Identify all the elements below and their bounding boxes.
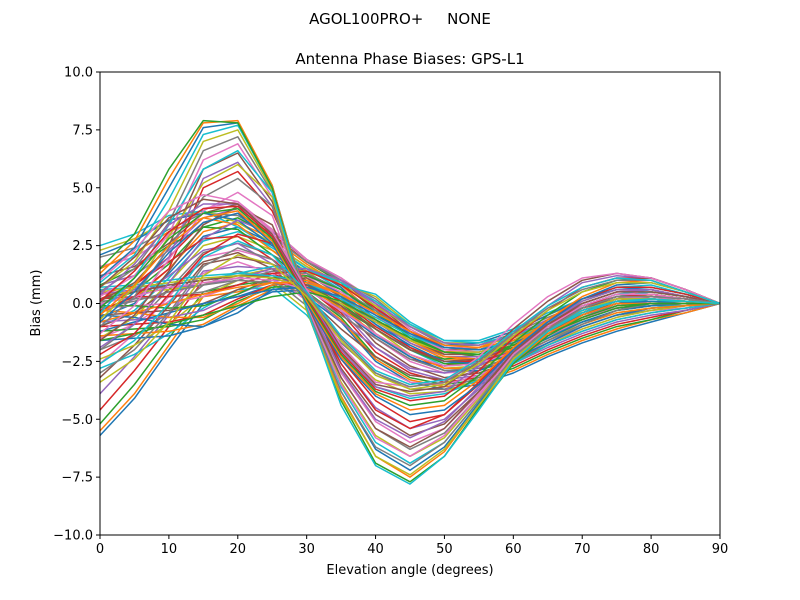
y-axis-title: Bias (mm) [29,270,44,337]
series-lines [99,119,721,485]
series-line-65 [99,219,721,439]
series-line-30 [99,286,721,400]
x-axis-ticks: 0 10 20 30 40 50 60 70 80 90 [96,535,728,557]
x-tick-label: 80 [643,542,660,557]
x-tick-label: 0 [96,542,104,557]
figure-suptitle: AGOL100PRO+ NONE [309,10,491,28]
y-tick-label: −7.5 [61,471,93,486]
series-line-80 [99,240,721,386]
series-line-78 [99,247,721,388]
y-tick-label: 0.0 [72,297,93,312]
y-tick-label: −10.0 [53,529,93,544]
x-tick-label: 40 [367,542,384,557]
y-tick-label: −2.5 [61,355,93,370]
y-axis-ticks: −10.0 −7.5 −5.0 −2.5 0.0 2.5 5.0 7.5 10.0 [53,66,100,544]
x-axis-title: Elevation angle (degrees) [326,563,493,578]
series-line-71 [99,212,721,416]
series-line-63 [99,119,720,483]
series-line-79 [99,254,721,390]
y-tick-label: 2.5 [72,239,93,254]
series-line-66 [99,205,721,448]
series-line-69 [99,163,721,476]
series-line-53 [99,291,720,356]
series-line-5 [99,265,721,395]
y-tick-label: −5.0 [61,413,93,428]
chart-title: Antenna Phase Biases: GPS-L1 [295,50,524,68]
x-tick-label: 30 [298,542,315,557]
series-line-48 [99,279,720,372]
series-line-70 [99,149,721,485]
y-tick-label: 5.0 [72,181,93,196]
y-tick-label: 7.5 [72,123,93,138]
series-line-64 [99,233,721,430]
x-tick-label: 10 [161,542,178,557]
x-tick-label: 20 [230,542,247,557]
series-line-67 [99,191,721,458]
y-tick-label: 10.0 [64,66,93,81]
plot-frame [99,71,721,536]
series-line-75 [99,203,721,397]
x-tick-label: 90 [712,542,729,557]
series-line-62 [99,119,720,478]
series-line-68 [99,177,721,467]
x-tick-label: 50 [436,542,453,557]
x-tick-label: 70 [574,542,591,557]
x-tick-label: 60 [505,542,522,557]
